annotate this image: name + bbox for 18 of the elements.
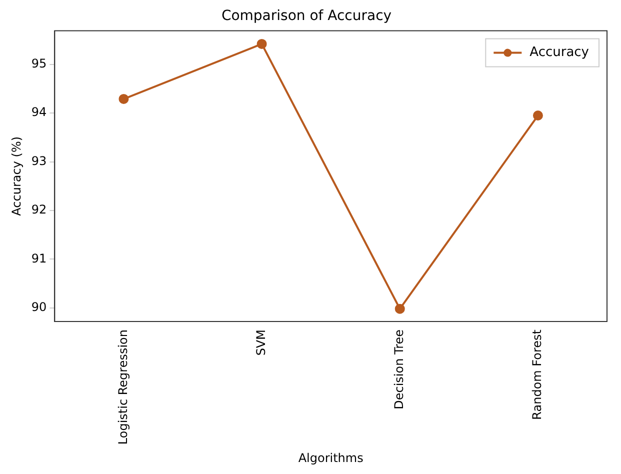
y-axis-title: Accuracy (%) — [9, 136, 24, 216]
point — [394, 304, 405, 314]
point — [118, 94, 129, 104]
x-tick-label: Random Forest — [530, 329, 544, 420]
y-tick-label: 91 — [31, 251, 47, 266]
chart-title: Comparison of Accuracy — [221, 8, 392, 24]
x-tick-label: Logistic Regression — [116, 329, 130, 445]
y-tick-label: 93 — [31, 154, 47, 168]
point — [532, 110, 543, 121]
y-tick-label: 95 — [31, 56, 47, 71]
y-tick-label: 94 — [31, 105, 47, 120]
x-tick-label: Decision Tree — [392, 329, 406, 410]
y-tick-label: 92 — [31, 202, 47, 217]
legend-label: Accuracy — [530, 45, 590, 60]
x-axis-title: Algorithms — [298, 450, 364, 465]
point — [256, 38, 267, 49]
x-tick-label: SVM — [254, 329, 268, 356]
y-tick-label: 90 — [31, 300, 47, 314]
